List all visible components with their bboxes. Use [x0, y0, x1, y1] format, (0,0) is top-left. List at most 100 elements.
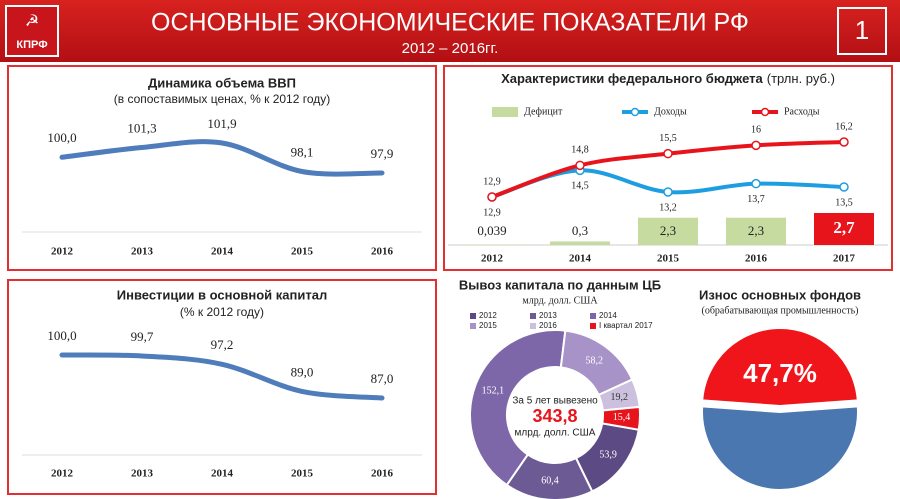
bar: [638, 217, 698, 245]
data-label: 13,7: [747, 194, 765, 205]
legend-label: 2014: [599, 311, 617, 320]
legend-label: 2013: [539, 311, 557, 320]
legend-label: 2012: [479, 311, 497, 320]
data-label: 101,9: [207, 116, 236, 131]
panel: [7, 65, 437, 271]
x-tick-label: 2016: [745, 253, 768, 265]
legend-swatch: [590, 323, 596, 329]
line: [59, 139, 385, 177]
chart-title: Инвестиции в основной капитал: [117, 287, 327, 302]
data-label: 97,9: [371, 146, 394, 161]
center-text: 343,8: [532, 406, 577, 426]
panel: [7, 279, 437, 495]
data-label: 97,2: [211, 337, 234, 352]
logo-icon: ☭: [25, 13, 39, 30]
bar: [814, 213, 874, 245]
center-text: млрд. долл. США: [515, 428, 596, 439]
data-label: 2,3: [748, 223, 764, 238]
chart-subtitle: (в сопоставимых ценах, % к 2012 году): [114, 92, 331, 106]
line: [59, 352, 385, 401]
legend-label: 2016: [539, 321, 557, 330]
x-tick-label: 2016: [371, 468, 394, 480]
x-tick-label: 2015: [291, 246, 314, 258]
point: [839, 182, 849, 192]
data-label: 2,3: [660, 223, 676, 238]
legend-swatch: [492, 107, 518, 117]
slice: [601, 405, 641, 431]
x-tick-label: 2014: [569, 253, 592, 265]
page-number: 1: [855, 15, 869, 45]
x-tick-label: 2012: [51, 246, 74, 258]
chart-subtitle: (обрабатывающая промышленность): [702, 305, 859, 316]
legend-swatch: [630, 107, 640, 117]
data-label: 98,1: [291, 144, 314, 159]
page-box: [837, 7, 887, 55]
data-label: 15,5: [659, 133, 677, 144]
data-label: 53,9: [599, 449, 617, 460]
chart-title: Характеристики федерального бюджета (трлн…: [501, 71, 835, 86]
legend-swatch: [470, 313, 476, 319]
logo-box: [5, 5, 59, 57]
data-label: 99,7: [131, 329, 154, 344]
chart-title: Вывоз капитала по данным ЦБ: [459, 277, 661, 292]
legend-label: 2015: [479, 321, 497, 330]
chart-subtitle: млрд. долл. США: [522, 295, 598, 306]
slice: [701, 405, 859, 491]
bar: [726, 217, 786, 245]
data-label: 58,2: [585, 356, 603, 367]
x-tick-label: 2014: [211, 468, 234, 480]
point: [663, 187, 673, 197]
data-label: 100,0: [47, 328, 76, 343]
data-label: 13,2: [659, 202, 677, 213]
legend-label: I квартал 2017: [599, 321, 653, 330]
x-tick-label: 2013: [131, 246, 154, 258]
data-label: 12,9: [483, 207, 501, 218]
legend-label: Дефицит: [524, 106, 563, 117]
point: [751, 140, 761, 151]
data-label: 100,0: [47, 130, 76, 145]
point: [751, 178, 761, 189]
data-label: 14,8: [571, 145, 589, 156]
x-tick-label: 2015: [291, 468, 314, 480]
data-label: 16,2: [835, 121, 853, 132]
data-label: 0,039: [477, 223, 506, 238]
data-label: 60,4: [541, 476, 559, 487]
slide-title: ОСНОВНЫЕ ЭКОНОМИЧЕСКИЕ ПОКАЗАТЕЛИ РФ: [151, 9, 749, 37]
data-label: 16: [751, 125, 761, 136]
legend-swatch: [760, 107, 770, 117]
x-tick-label: 2016: [371, 246, 394, 258]
slice: [701, 327, 859, 408]
legend-swatch: [590, 313, 596, 319]
logo-text: КПРФ: [16, 39, 47, 51]
data-label: 47,7%: [743, 358, 817, 388]
x-tick-label: 2012: [51, 468, 74, 480]
x-tick-label: 2015: [657, 253, 680, 265]
slide-subtitle: 2012 – 2016гг.: [402, 40, 499, 57]
legend-label: Доходы: [654, 106, 687, 117]
chart-subtitle: (% к 2012 году): [180, 305, 264, 319]
point: [839, 137, 849, 147]
data-label: 2,7: [833, 218, 855, 237]
data-label: 19,2: [610, 392, 628, 403]
legend-label: Расходы: [784, 106, 820, 117]
title-unit: (трлн. руб.): [767, 71, 835, 86]
data-label: 152,1: [482, 386, 505, 397]
data-label: 15,4: [613, 412, 631, 423]
data-label: 12,9: [483, 176, 501, 187]
data-label: 101,3: [127, 120, 156, 135]
data-label: 13,5: [835, 197, 853, 208]
header-bar: [0, 0, 900, 62]
point: [487, 192, 497, 202]
data-label: 89,0: [291, 364, 314, 379]
legend-swatch: [530, 313, 536, 319]
x-tick-label: 2012: [481, 253, 504, 265]
x-tick-label: 2013: [131, 468, 154, 480]
x-tick-label: 2017: [833, 253, 856, 265]
legend-swatch: [530, 323, 536, 329]
data-label: 14,5: [571, 181, 589, 192]
x-tick-label: 2014: [211, 246, 234, 258]
slice: [469, 329, 567, 487]
center-text: За 5 лет вывезено: [512, 396, 598, 407]
point: [575, 160, 585, 171]
